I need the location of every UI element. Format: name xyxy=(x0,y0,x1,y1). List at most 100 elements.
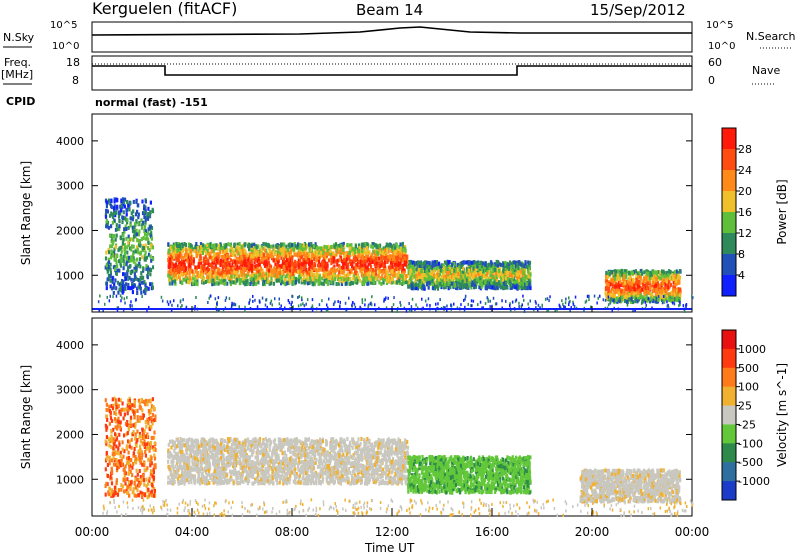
power-cell xyxy=(493,280,496,285)
power-cell xyxy=(403,254,406,259)
power-cell xyxy=(323,259,326,264)
power-cell xyxy=(643,270,646,275)
power-cell xyxy=(132,237,135,242)
nsky-trace xyxy=(91,26,692,36)
power-cell xyxy=(148,248,151,252)
power-cell xyxy=(142,246,145,251)
power-cell xyxy=(458,281,462,286)
power-cell xyxy=(141,225,144,230)
power-cell xyxy=(486,281,489,286)
power-cell xyxy=(420,274,424,279)
power-cell xyxy=(465,260,468,265)
power-cell xyxy=(402,280,405,285)
power-cell xyxy=(396,263,400,268)
power-cell xyxy=(113,257,116,262)
power-cell xyxy=(473,279,476,283)
power-cell xyxy=(448,260,451,265)
power-cell xyxy=(521,276,524,281)
power-cell xyxy=(201,251,204,255)
power-cell xyxy=(106,209,109,214)
power-cell xyxy=(311,252,314,257)
power-cell xyxy=(243,276,246,280)
power-cell xyxy=(290,249,293,254)
power-cell xyxy=(361,260,364,265)
power-cell xyxy=(345,281,348,286)
power-cell xyxy=(420,263,423,268)
power-cell xyxy=(634,269,637,274)
power-cell xyxy=(352,276,355,281)
power-cell xyxy=(638,295,641,300)
power-cell xyxy=(341,279,344,284)
power-cell xyxy=(111,241,114,246)
power-cell xyxy=(401,266,405,271)
power-cell xyxy=(645,269,648,274)
power-cell xyxy=(312,254,316,259)
power-cell xyxy=(472,282,475,286)
power-cell xyxy=(191,269,194,274)
power-cell xyxy=(630,270,633,275)
power-cell xyxy=(255,245,258,250)
power-cell xyxy=(113,234,116,239)
power-cell xyxy=(239,253,243,258)
power-cell xyxy=(250,265,254,270)
power-cell xyxy=(107,225,111,230)
power-cell xyxy=(448,279,451,284)
power-cell xyxy=(669,270,672,275)
power-cell xyxy=(387,246,390,251)
power-cell xyxy=(273,247,276,252)
power-cell xyxy=(226,273,229,278)
power-cell xyxy=(195,250,198,255)
power-cell xyxy=(306,281,309,286)
power-cell xyxy=(443,277,446,282)
power-cell xyxy=(661,294,664,299)
power-cell xyxy=(313,266,316,271)
power-cell xyxy=(310,269,313,274)
power-cell xyxy=(116,254,119,258)
power-cell xyxy=(122,272,125,277)
power-cell xyxy=(178,251,181,256)
power-cell xyxy=(492,264,495,269)
power-cell xyxy=(316,246,319,251)
power-cell xyxy=(171,244,174,249)
power-cell xyxy=(147,237,150,242)
power-cell xyxy=(605,274,608,279)
power-cell xyxy=(112,285,115,290)
power-cell xyxy=(642,285,645,290)
power-cell xyxy=(278,251,282,256)
power-cell xyxy=(361,267,364,272)
power-cell xyxy=(285,252,288,257)
power-cell xyxy=(467,281,471,286)
power-cell xyxy=(618,298,621,303)
power-cell xyxy=(140,218,143,223)
power-cell xyxy=(383,277,386,282)
power-cell xyxy=(213,266,216,271)
nsearch-tick-low: 10^0 xyxy=(708,41,735,52)
power-cell xyxy=(135,249,138,254)
power-cell xyxy=(524,271,527,276)
power-cell xyxy=(125,260,128,265)
power-cell xyxy=(330,280,333,285)
power-cell xyxy=(330,258,333,262)
power-cell xyxy=(445,271,449,276)
power-cell xyxy=(639,289,642,294)
power-cell xyxy=(631,300,635,305)
power-cell xyxy=(291,263,295,267)
freq-label-1: Freq. xyxy=(4,56,31,69)
power-cell xyxy=(230,245,233,250)
power-cell xyxy=(605,270,608,275)
power-cell xyxy=(468,275,471,280)
nsearch-tick-high: 10^5 xyxy=(706,20,733,31)
power-cell xyxy=(263,246,266,251)
power-cell xyxy=(651,283,654,288)
power-cell xyxy=(223,250,226,254)
power-cell xyxy=(429,272,432,277)
power-cell xyxy=(484,279,487,283)
power-cell xyxy=(517,272,520,277)
power-cell xyxy=(423,273,426,277)
power-cell xyxy=(410,275,413,280)
power-cell xyxy=(240,273,244,278)
power-cell xyxy=(192,273,195,278)
power-cell xyxy=(349,277,352,281)
power-cell xyxy=(144,243,147,248)
power-cell xyxy=(140,280,143,285)
